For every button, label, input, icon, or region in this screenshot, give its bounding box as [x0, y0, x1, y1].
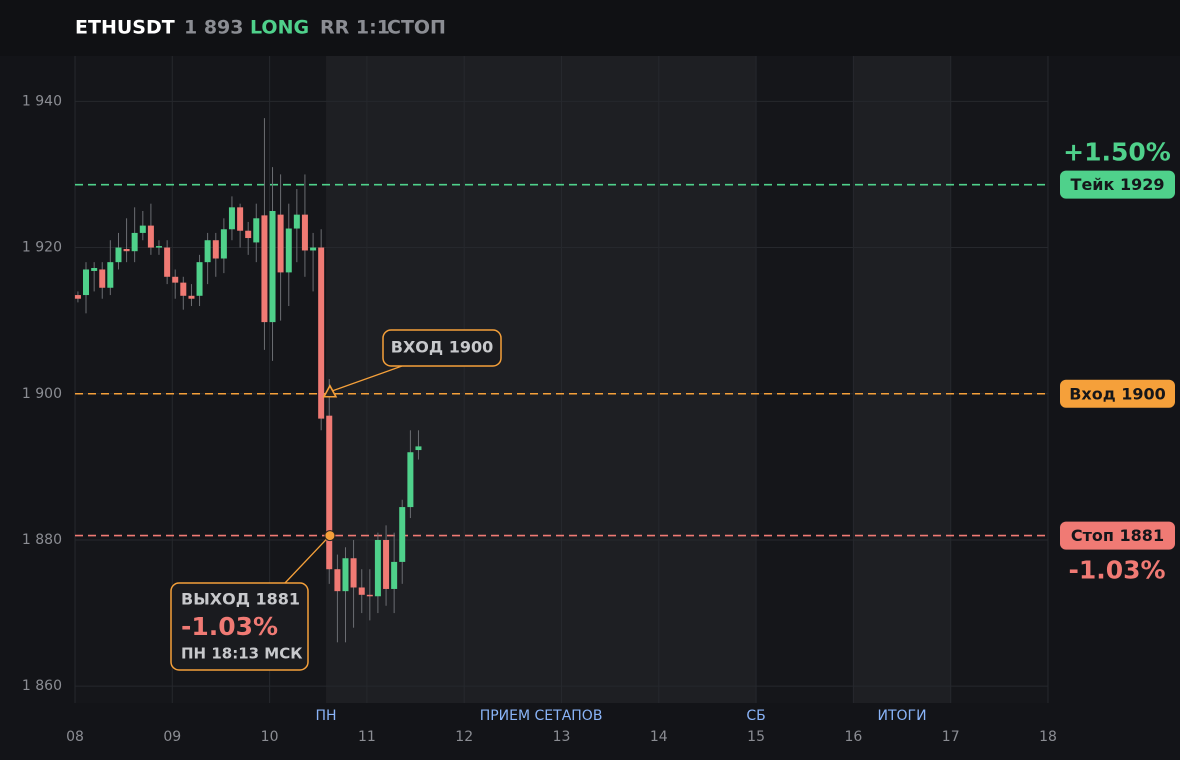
callout-connector [329, 365, 403, 393]
x-tick-label: 14 [650, 729, 668, 745]
header-bar [0, 0, 1180, 56]
level-tag [1060, 521, 1175, 550]
y-tick-label: 1 940 [22, 93, 62, 109]
candle-body [383, 539, 390, 589]
exit-callout-line: ПН 18:13 МСК [181, 645, 303, 663]
candle-body [237, 207, 244, 231]
status: СТОП [387, 17, 446, 39]
candle-body [220, 229, 227, 259]
candle-body [131, 232, 138, 252]
candle-body [415, 446, 422, 451]
candle-body [123, 249, 130, 252]
symbol: ETHUSDT [75, 17, 175, 39]
price: 1 893 [184, 17, 244, 39]
session-shade [326, 56, 757, 703]
level-tag [1060, 170, 1175, 199]
exit-callout [170, 582, 309, 671]
candle-body [204, 240, 211, 263]
level-pct: -1.03% [1068, 556, 1165, 585]
session-shade [853, 56, 951, 703]
y-tick-label: 1 900 [22, 386, 62, 402]
candle-body [91, 268, 98, 271]
session-label: СБ [746, 708, 765, 724]
exit-callout-line: -1.03% [181, 612, 278, 641]
candle-body [155, 246, 162, 248]
x-tick-label: 15 [747, 729, 765, 745]
candle-body [196, 262, 203, 296]
candle-body [253, 218, 260, 243]
x-tick-label: 08 [66, 729, 84, 745]
candle-body [334, 569, 341, 592]
candle-body [407, 452, 414, 508]
candle-body [172, 276, 179, 283]
candle-body [261, 215, 268, 323]
candle-body [188, 295, 195, 299]
level-tag-label: Стоп 1881 [1071, 526, 1164, 545]
candle-body [74, 295, 81, 299]
candle-body [269, 210, 276, 323]
side: LONG [250, 17, 309, 39]
candle-body [326, 415, 333, 570]
candle-body [212, 240, 219, 259]
candle-body [350, 558, 357, 588]
entry-marker [322, 384, 338, 398]
candle-body [115, 247, 122, 263]
candle-body [301, 214, 308, 251]
level-tag-label: Тейк 1929 [1071, 175, 1165, 194]
candle-body [342, 558, 349, 592]
candle-body [139, 225, 146, 233]
session-label: ИТОГИ [878, 708, 927, 724]
candle-body [318, 247, 325, 419]
y-tick-label: 1 880 [22, 532, 62, 548]
risk-reward: RR 1:1 [320, 17, 390, 39]
x-tick-label: 11 [358, 729, 376, 745]
candle-body [358, 587, 365, 595]
candle-body [277, 214, 284, 273]
exit-marker [324, 530, 336, 542]
y-tick-label: 1 860 [22, 678, 62, 694]
candle-body [245, 230, 252, 239]
level-tag [1060, 379, 1175, 408]
candle-body [374, 539, 381, 597]
x-tick-label: 16 [844, 729, 862, 745]
candle-body [107, 262, 114, 288]
level-tag-label: Вход 1900 [1069, 384, 1166, 403]
candle-body [164, 247, 171, 277]
session-label: ПН [316, 708, 337, 724]
candle-body [228, 207, 235, 230]
candle-body [310, 247, 317, 251]
x-tick-label: 18 [1039, 729, 1057, 745]
candle-body [366, 594, 373, 597]
callout-connector [284, 535, 331, 584]
candle-body [285, 228, 292, 273]
candle-body [180, 282, 187, 296]
candle-body [99, 269, 106, 288]
candle-body [399, 507, 406, 562]
exit-callout-line: ВЫХОД 1881 [181, 590, 300, 609]
x-tick-label: 12 [455, 729, 473, 745]
x-tick-label: 13 [553, 729, 571, 745]
x-tick-label: 09 [163, 729, 181, 745]
x-tick-label: 10 [261, 729, 279, 745]
entry-callout-label: ВХОД 1900 [391, 338, 493, 357]
candle-body [82, 269, 89, 296]
candle-body [391, 561, 398, 589]
y-tick-label: 1 920 [22, 240, 62, 256]
candle-body [293, 214, 300, 229]
candle-body [147, 225, 154, 248]
session-label: ПРИЕМ СЕТАПОВ [480, 708, 603, 724]
x-tick-label: 17 [942, 729, 960, 745]
level-pct: +1.50% [1063, 138, 1171, 167]
entry-callout [382, 329, 502, 367]
